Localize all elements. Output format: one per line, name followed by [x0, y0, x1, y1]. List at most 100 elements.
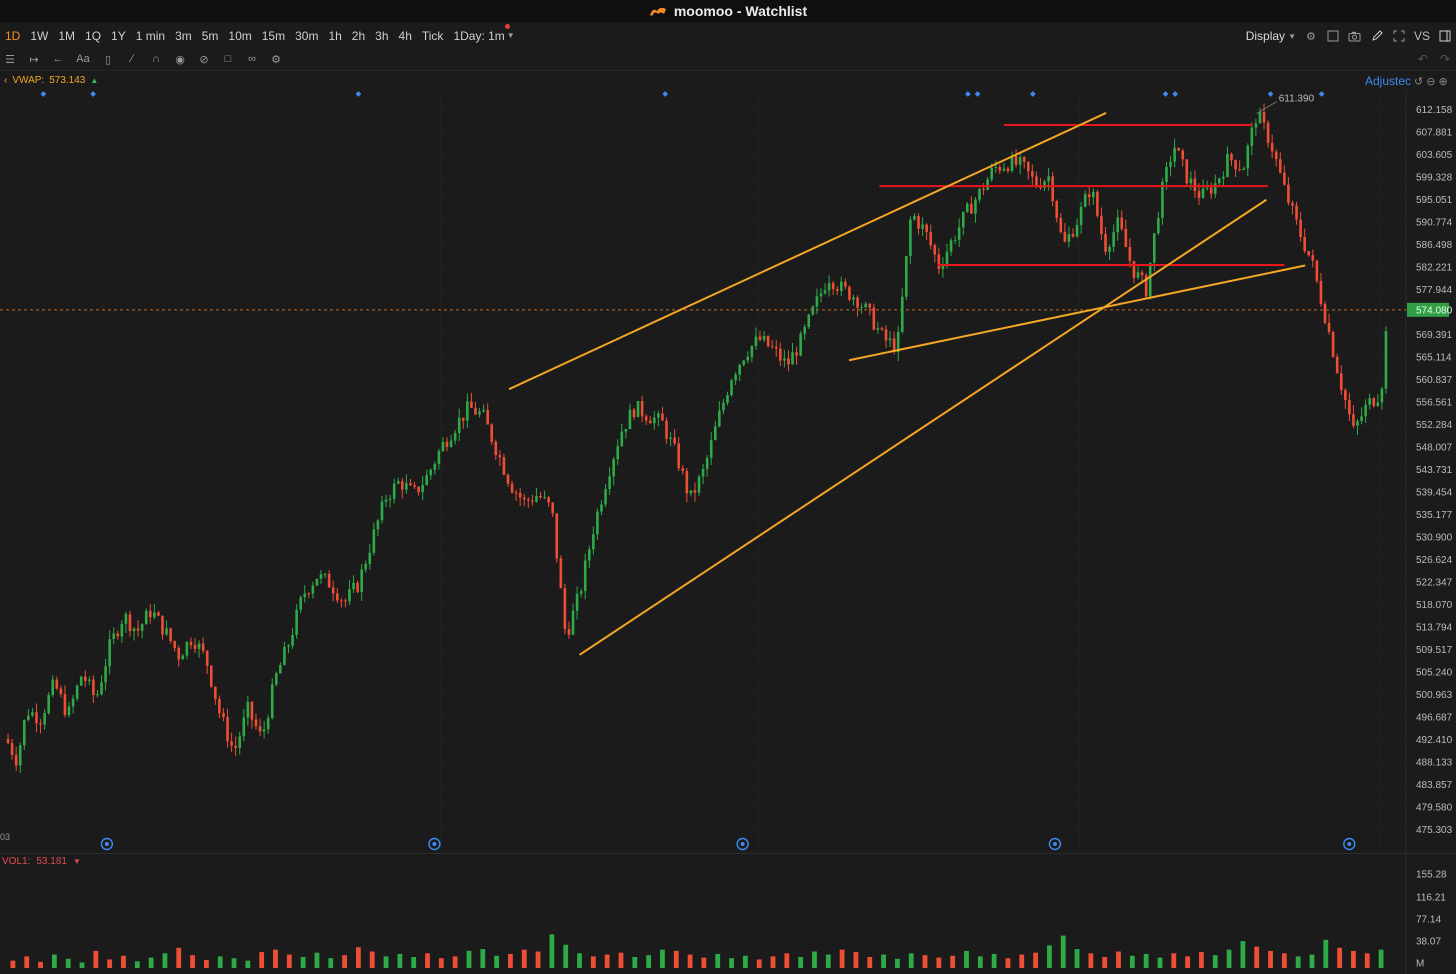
candle-body — [535, 495, 538, 502]
candle-body — [514, 492, 518, 494]
timeframe-30m[interactable]: 30m — [295, 29, 319, 43]
candle-body — [1087, 194, 1091, 198]
candle-body — [791, 352, 794, 365]
candle-body — [880, 328, 884, 330]
eye-icon[interactable]: ◉ — [175, 53, 185, 66]
collapse-arrow-icon[interactable]: ‹ — [4, 75, 8, 86]
timeframe-1m[interactable]: 1M — [58, 29, 76, 43]
timeframe-1q[interactable]: 1Q — [85, 29, 102, 43]
reset-icon[interactable]: ↺ — [1414, 75, 1424, 88]
candle-body — [596, 511, 599, 535]
candle-body — [92, 679, 95, 695]
settings-icon[interactable]: ⚙ — [271, 53, 281, 66]
volume-bar — [1157, 957, 1163, 968]
volume-bar — [425, 953, 430, 968]
candle-body — [380, 501, 384, 521]
trendline-tool-icon[interactable]: ∕ — [131, 53, 133, 65]
candle-body — [1096, 191, 1099, 216]
candle-body — [246, 701, 250, 718]
magnet-icon[interactable]: ∩ — [152, 53, 160, 65]
zoom-out-icon[interactable]: ⊖ — [1426, 75, 1436, 88]
pencil-icon[interactable] — [1370, 29, 1384, 43]
candle-body — [510, 483, 514, 493]
price-tick-label: 535.177 — [1416, 510, 1453, 521]
timeframe-1min[interactable]: 1 min — [135, 29, 166, 43]
price-tick-label: 582.221 — [1416, 262, 1453, 273]
timeframe-2h[interactable]: 2h — [351, 29, 366, 43]
timeframe-tick[interactable]: Tick — [421, 29, 444, 43]
candle-body — [214, 686, 217, 700]
day-interval-dropdown[interactable]: 1Day: 1m ▼ — [448, 25, 519, 47]
text-tool-icon[interactable]: Aa — [76, 53, 90, 65]
adjusted-label: Adjustec — [1365, 74, 1412, 88]
list-lines-icon[interactable]: ☰ — [5, 53, 15, 66]
candle-body — [1335, 356, 1339, 374]
timeframe-15m[interactable]: 15m — [261, 29, 286, 43]
candle-body — [567, 629, 571, 635]
price-tick-label: 577.944 — [1416, 285, 1453, 296]
layout-square-icon[interactable] — [1326, 29, 1340, 43]
candle-body — [921, 224, 924, 229]
price-tick-label: 603.605 — [1416, 150, 1453, 161]
timeframe-5m[interactable]: 5m — [201, 29, 219, 43]
vol-dropdown-icon[interactable]: ▼ — [72, 857, 81, 866]
candle-body — [396, 481, 400, 484]
hide-icon[interactable]: ⊘ — [199, 53, 209, 66]
candle-body — [583, 560, 587, 592]
link-icon[interactable]: ∞ — [248, 53, 256, 65]
sidebar-toggle-icon[interactable] — [1438, 29, 1452, 43]
redo-icon[interactable]: ↷ — [1439, 52, 1450, 66]
candle-body — [173, 641, 176, 649]
candle-body — [22, 720, 26, 746]
volume-bar — [521, 949, 527, 968]
timeframe-1d[interactable]: 1D — [5, 29, 21, 43]
volume-bar — [356, 947, 361, 968]
timeframe-1y[interactable]: 1Y — [111, 29, 126, 43]
candle-body — [1218, 178, 1221, 184]
candle-body — [1262, 112, 1266, 123]
trash-icon[interactable]: □ — [224, 53, 232, 65]
candle-body — [165, 628, 168, 635]
volume-bar — [1351, 950, 1356, 968]
compare-vs-button[interactable]: VS — [1413, 29, 1430, 43]
timeframe-1h[interactable]: 1h — [328, 29, 342, 43]
comment-icon[interactable]: ▯ — [104, 53, 112, 66]
candle-body — [868, 303, 872, 308]
candle-body — [970, 203, 973, 214]
timeframe-4h[interactable]: 4h — [398, 29, 412, 43]
expand-icon[interactable] — [1392, 29, 1406, 43]
candle-body — [998, 166, 1002, 171]
timeframe-3h[interactable]: 3h — [375, 29, 389, 43]
display-dropdown[interactable]: Display ▼ — [1246, 29, 1296, 43]
candle-body — [1018, 157, 1022, 165]
timeframe-3m[interactable]: 3m — [175, 29, 192, 43]
undo-icon[interactable]: ↶ — [1417, 52, 1428, 66]
event-marker-top — [355, 91, 362, 97]
candle-body — [254, 719, 258, 727]
timeframe-1w[interactable]: 1W — [30, 29, 49, 43]
candle-body — [1205, 187, 1209, 189]
candle-body — [35, 712, 38, 724]
volume-bar — [148, 957, 154, 968]
zoom-in-icon[interactable]: ⊕ — [1438, 75, 1448, 88]
candle-body — [648, 420, 652, 424]
candle-body — [1197, 190, 1201, 198]
candle-body — [978, 188, 981, 200]
event-marker-top — [1172, 91, 1179, 97]
volume-bar — [300, 956, 306, 968]
timeframe-10m[interactable]: 10m — [228, 29, 252, 43]
price-tick-label: 492.410 — [1416, 735, 1453, 746]
camera-icon[interactable] — [1348, 29, 1362, 43]
price-tick-label: 479.580 — [1416, 802, 1453, 813]
volume-bar — [1309, 954, 1315, 968]
candle-body — [1083, 194, 1087, 207]
candle-body — [1002, 168, 1006, 171]
adjusted-selector[interactable]: Adjustec ↺ ⊖ ⊕ — [1365, 74, 1448, 88]
candle-body — [275, 673, 278, 685]
price-tick-label: 552.284 — [1416, 420, 1453, 431]
range-icon[interactable]: ↦ — [29, 53, 39, 66]
arrow-back-icon[interactable]: ← — [52, 53, 64, 65]
gear-icon[interactable]: ⚙ — [1306, 30, 1316, 43]
volume-bar — [176, 947, 182, 968]
